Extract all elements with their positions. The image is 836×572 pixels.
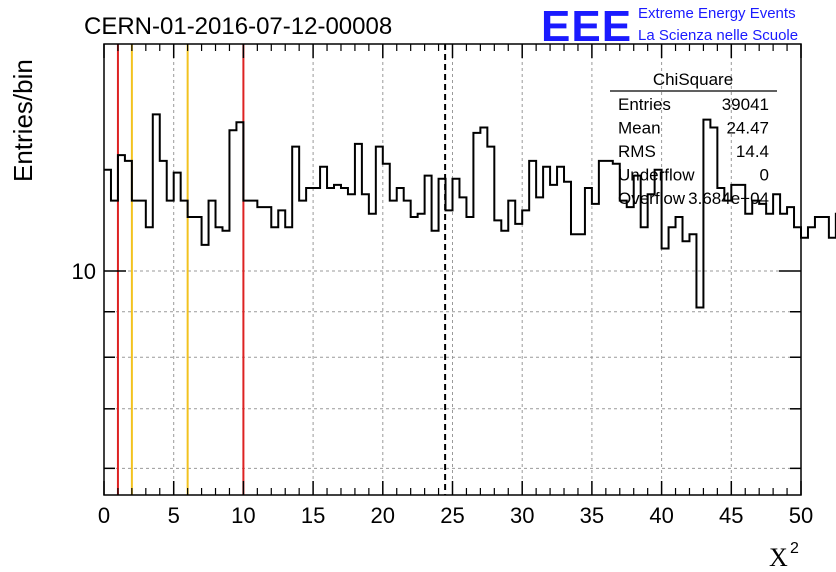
axis-ticks: 0 5 10 15 20 25 30 35 40 45 50 10 xyxy=(72,44,813,528)
histogram-series xyxy=(104,113,836,309)
x-tick-label: 45 xyxy=(719,503,743,528)
stats-rows: Entries 39041 Mean 24.47 RMS 14.4 Underflow 0 Ov… xyxy=(618,95,769,208)
stats-value: 24.47 xyxy=(726,119,769,138)
stats-value: 3.684e+04 xyxy=(688,189,769,208)
stats-label: Overflow xyxy=(618,189,686,208)
eee-logo-mark: EEE xyxy=(541,2,632,51)
y-axis-label: Entries/bin xyxy=(8,59,38,182)
x-tick-label: 40 xyxy=(649,503,673,528)
x-tick-label: 25 xyxy=(440,503,464,528)
stats-label: Entries xyxy=(618,95,671,114)
stats-label: RMS xyxy=(618,142,656,161)
eee-logo-line2: La Scienza nelle Scuole xyxy=(638,27,798,44)
x-tick-label: 15 xyxy=(301,503,325,528)
x-tick-label: 50 xyxy=(789,503,813,528)
x-tick-label: 35 xyxy=(580,503,604,528)
eee-logo: EEE Extreme Energy Events La Scienza nel… xyxy=(541,2,798,51)
stats-value: 14.4 xyxy=(736,142,769,161)
x-axis-label: X 2 xyxy=(769,540,799,572)
x-axis-label-sup: 2 xyxy=(790,540,799,557)
stats-label: Mean xyxy=(618,119,661,138)
stats-value: 0 xyxy=(760,166,769,185)
x-tick-label: 30 xyxy=(510,503,534,528)
x-tick-label: 0 xyxy=(98,503,110,528)
chart-title: CERN-01-2016-07-12-00008 xyxy=(84,13,392,40)
x-tick-label: 20 xyxy=(371,503,395,528)
stats-box: ChiSquare Entries 39041 Mean 24.47 RMS 14.4 Un… xyxy=(610,70,777,208)
grid-layer xyxy=(104,44,801,495)
stats-name: ChiSquare xyxy=(653,70,733,89)
stats-label: Underflow xyxy=(618,166,695,185)
y-tick-label: 10 xyxy=(72,259,96,284)
x-tick-label: 10 xyxy=(231,503,255,528)
stats-value: 39041 xyxy=(722,95,769,114)
x-axis-label-text: X xyxy=(769,543,788,572)
reference-lines xyxy=(116,44,447,495)
eee-logo-line1: Extreme Energy Events xyxy=(638,5,796,22)
x-tick-label: 5 xyxy=(168,503,180,528)
